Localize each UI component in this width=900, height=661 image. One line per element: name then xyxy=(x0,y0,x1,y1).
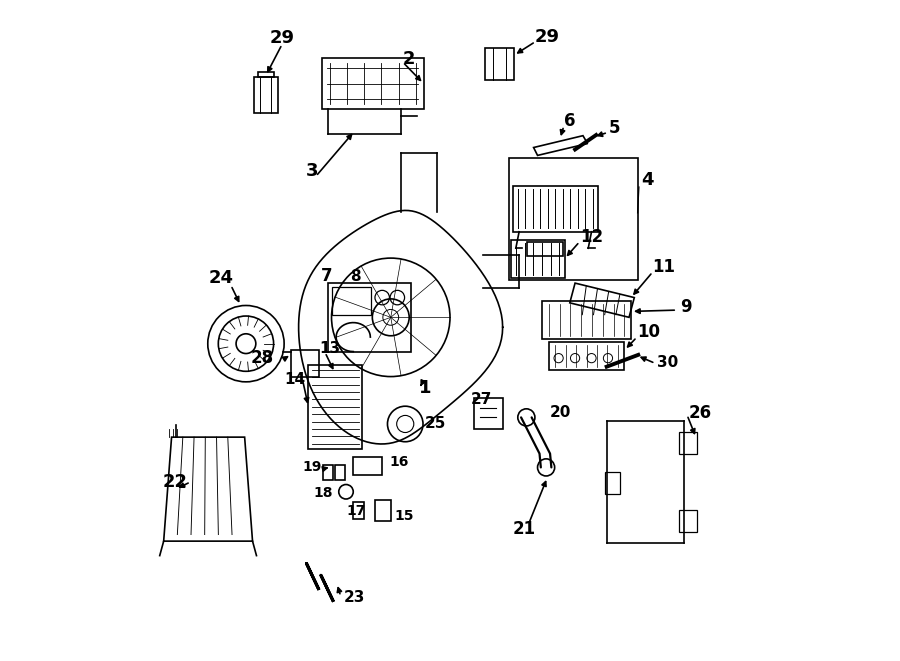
Text: 27: 27 xyxy=(471,392,492,407)
Text: 25: 25 xyxy=(425,416,446,432)
Text: 7: 7 xyxy=(320,267,332,285)
Text: 26: 26 xyxy=(688,404,711,422)
Bar xyxy=(254,77,277,113)
Bar xyxy=(375,500,392,522)
Bar xyxy=(542,301,631,339)
Bar xyxy=(353,502,364,519)
Text: 3: 3 xyxy=(305,162,318,180)
Text: 28: 28 xyxy=(250,349,274,367)
Bar xyxy=(510,240,564,278)
Bar xyxy=(257,72,274,77)
Text: 6: 6 xyxy=(564,112,575,130)
Bar xyxy=(527,242,563,256)
Text: 2: 2 xyxy=(403,50,416,68)
Text: 17: 17 xyxy=(346,504,365,518)
Bar xyxy=(512,186,598,232)
Bar xyxy=(680,432,698,454)
Text: 12: 12 xyxy=(580,228,603,246)
Bar xyxy=(336,465,346,480)
Text: 4: 4 xyxy=(641,171,653,190)
Bar xyxy=(323,465,333,480)
Bar xyxy=(473,398,503,429)
Bar xyxy=(509,158,637,280)
Bar xyxy=(321,58,424,109)
Text: 20: 20 xyxy=(550,405,572,420)
Bar xyxy=(549,342,625,370)
Text: 24: 24 xyxy=(209,269,233,287)
Bar xyxy=(292,350,319,377)
Text: 29: 29 xyxy=(535,28,560,46)
Text: 8: 8 xyxy=(351,269,361,284)
Text: 29: 29 xyxy=(270,29,294,47)
Bar xyxy=(328,283,410,352)
Text: 5: 5 xyxy=(608,120,620,137)
Text: 13: 13 xyxy=(320,341,341,356)
Text: 23: 23 xyxy=(344,590,364,605)
Bar xyxy=(331,287,371,315)
Bar xyxy=(680,510,698,532)
Bar xyxy=(309,365,363,449)
Text: 16: 16 xyxy=(390,455,409,469)
Text: 14: 14 xyxy=(284,372,306,387)
Text: 15: 15 xyxy=(395,509,414,523)
Text: 9: 9 xyxy=(680,298,691,316)
Bar xyxy=(606,472,620,494)
Text: 30: 30 xyxy=(657,354,679,369)
Text: 11: 11 xyxy=(652,258,675,276)
Text: 1: 1 xyxy=(418,379,431,397)
Text: 18: 18 xyxy=(313,486,333,500)
Text: 19: 19 xyxy=(302,460,321,474)
Text: 22: 22 xyxy=(163,473,188,491)
Bar xyxy=(353,457,382,475)
Text: 21: 21 xyxy=(512,520,535,538)
Text: 10: 10 xyxy=(637,323,661,342)
Bar xyxy=(485,48,514,80)
